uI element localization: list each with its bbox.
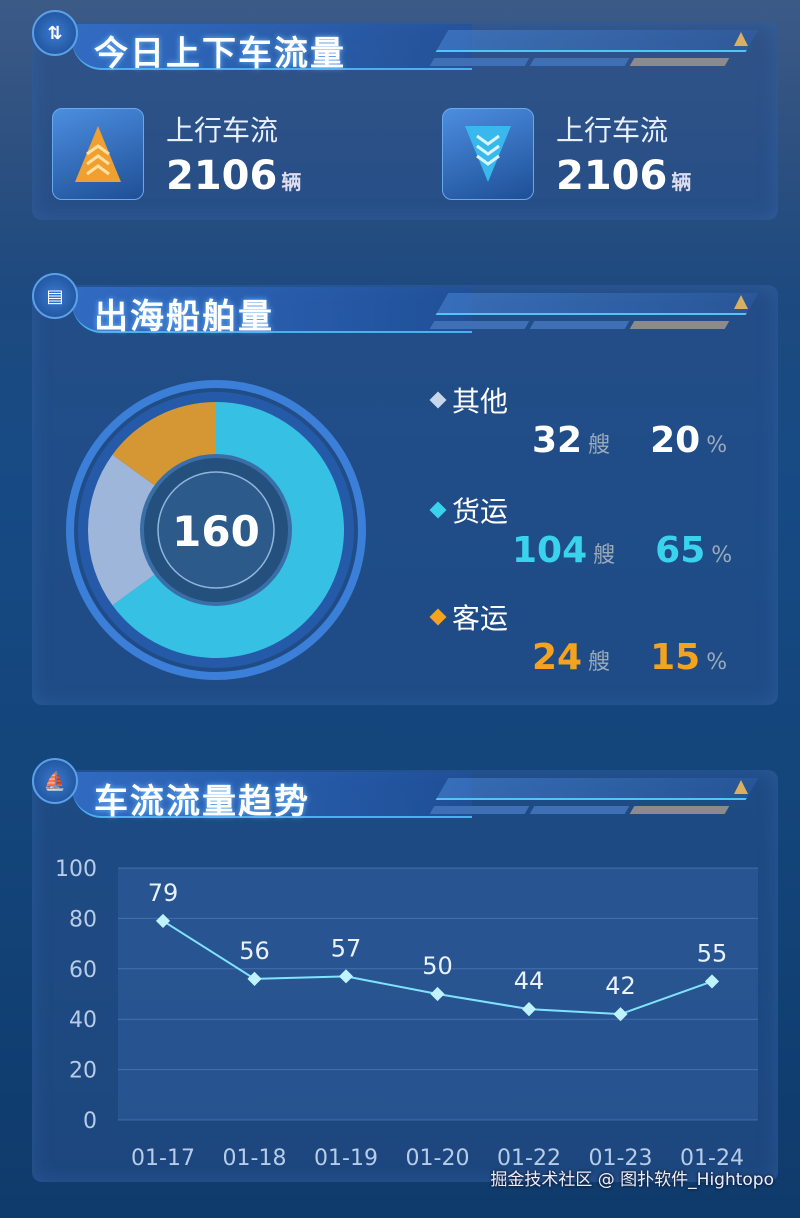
chevron-up-icon xyxy=(52,108,144,200)
panel-header: ▤ 出海船舶量 xyxy=(32,273,778,337)
data-label: 79 xyxy=(148,879,179,907)
donut-slice xyxy=(112,402,344,658)
percent-unit: % xyxy=(706,650,728,675)
y-tick-label: 0 xyxy=(83,1109,97,1134)
traffic-panel: ⇅ 今日上下车流量 上行车流 2106 辆 上行车流 2106 辆 xyxy=(32,10,778,220)
percent-unit: % xyxy=(706,433,728,458)
x-tick-label: 01-20 xyxy=(406,1146,470,1171)
panel-header: ⛵ 车流流量趋势 xyxy=(32,758,778,822)
legend-name: 货运 xyxy=(452,495,509,528)
data-label: 55 xyxy=(697,939,728,967)
data-point xyxy=(338,969,354,984)
panel-title: 车流流量趋势 xyxy=(94,782,310,822)
panel-title: 出海船舶量 xyxy=(94,297,274,337)
x-tick-label: 01-23 xyxy=(589,1146,653,1171)
y-tick-label: 60 xyxy=(69,958,97,983)
data-point xyxy=(704,974,720,989)
donut-total: 160 xyxy=(172,507,260,556)
y-tick-label: 100 xyxy=(55,857,97,882)
x-tick-label: 01-18 xyxy=(223,1146,287,1171)
ship-document-icon: ▤ xyxy=(32,273,78,319)
ship-count: 104 xyxy=(512,530,588,571)
count-unit: 艘 xyxy=(588,433,611,458)
legend-item: 货运 xyxy=(429,490,509,530)
data-point xyxy=(155,913,171,928)
ship-count: 24 xyxy=(532,637,583,678)
flow-unit: 辆 xyxy=(281,170,302,194)
legend-name: 其他 xyxy=(452,385,509,418)
data-label: 44 xyxy=(514,967,545,995)
x-tick-label: 01-17 xyxy=(131,1146,195,1171)
donut-slice xyxy=(88,454,157,606)
data-label: 42 xyxy=(605,972,636,1000)
legend-item: 其他 xyxy=(429,380,509,420)
data-point xyxy=(521,1002,537,1017)
y-tick-label: 20 xyxy=(69,1059,97,1084)
chevron-down-icon xyxy=(442,108,534,200)
ship-count: 32 xyxy=(532,420,583,461)
count-unit: 艘 xyxy=(593,543,616,568)
count-unit: 艘 xyxy=(588,650,611,675)
legend-item: 客运 xyxy=(429,597,509,637)
trend-panel: ⛵ 车流流量趋势 xyxy=(32,758,778,1182)
watermark: 掘金技术社区 @ 图扑软件_Hightopo xyxy=(490,1170,774,1190)
donut-slice xyxy=(112,402,216,487)
data-label: 50 xyxy=(422,952,453,980)
down-flow-card: 上行车流 2106 辆 xyxy=(442,108,691,200)
flow-label: 上行车流 xyxy=(166,114,279,147)
percent-unit: % xyxy=(711,543,733,568)
data-point xyxy=(613,1007,628,1022)
ship-percent: 65 xyxy=(655,530,706,571)
legend-name: 客运 xyxy=(452,602,509,635)
data-point xyxy=(247,971,262,986)
flow-unit: 辆 xyxy=(671,170,692,194)
data-point xyxy=(430,986,445,1002)
ship-donut-chart: 160 xyxy=(66,380,366,680)
up-down-arrows-icon: ⇅ xyxy=(32,10,78,56)
ships-panel: ▤ 出海船舶量 160 其他 32 艘 20% 货运 104 艘 65% 客运 24… xyxy=(32,273,778,705)
ship-percent: 15 xyxy=(650,637,701,678)
y-tick-label: 40 xyxy=(69,1008,97,1033)
y-tick-label: 80 xyxy=(69,907,97,932)
flow-value: 2106 xyxy=(556,153,668,199)
panel-title: 今日上下车流量 xyxy=(94,34,346,74)
x-tick-label: 01-22 xyxy=(497,1146,561,1171)
x-tick-label: 01-19 xyxy=(314,1146,378,1171)
data-label: 57 xyxy=(331,934,362,962)
header-decoration xyxy=(422,30,759,70)
flow-label: 上行车流 xyxy=(556,114,669,147)
ship-percent: 20 xyxy=(650,420,701,461)
flow-value: 2106 xyxy=(166,153,278,199)
x-tick-label: 01-24 xyxy=(680,1146,744,1171)
data-label: 56 xyxy=(239,937,270,965)
panel-header: ⇅ 今日上下车流量 xyxy=(32,10,778,74)
header-decoration xyxy=(422,293,759,333)
up-flow-card: 上行车流 2106 辆 xyxy=(52,108,301,200)
sail-icon: ⛵ xyxy=(32,758,78,804)
header-decoration xyxy=(422,778,759,818)
